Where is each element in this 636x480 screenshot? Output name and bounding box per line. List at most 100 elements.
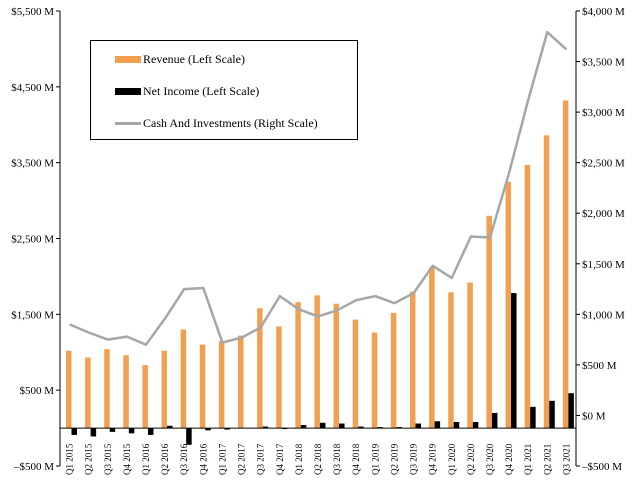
left-axis-ticks: –$500 M $500 M $1,500 M $2,500 M $3,500 M $4,… [11,6,60,473]
legend-label-cash: Cash And Investments (Right Scale) [143,115,318,130]
left-tick-label: –$500 M [13,461,54,473]
legend-swatch-revenue [115,55,141,63]
net-income-bar [358,426,364,429]
left-tick-label: $2,500 M [11,234,54,246]
x-category-label: Q3 2016 [179,443,189,475]
revenue-bar [199,344,206,429]
x-category-label: Q1 2021 [523,444,533,475]
revenue-bar [352,319,359,429]
x-category-label: Q4 2020 [504,443,514,475]
x-category-label: Q4 2019 [428,443,438,475]
revenue-bar [314,295,320,429]
revenue-bar [104,349,110,429]
net-income-bar [90,428,97,437]
net-income-bar [128,428,135,434]
revenue-bar [238,335,244,429]
legend-item-net-income: Net Income (Left Scale) [115,83,259,99]
net-income-bar [511,293,517,429]
right-tick-label: $2,500 M [582,158,625,170]
x-category-label: Q2 2016 [160,443,170,475]
legend-swatch-cash [115,121,141,125]
x-category-label: Q4 2018 [351,443,361,475]
net-income-bar [549,400,555,429]
left-tick-label: $3,500 M [11,158,54,170]
x-category-label: Q2 2020 [466,443,476,475]
net-income-bar [319,422,326,429]
net-income-bar [472,422,479,429]
revenue-bar [410,291,416,429]
right-tick-label: $3,500 M [582,57,625,69]
revenue-bar [371,332,378,429]
x-category-label: Q1 2017 [217,443,227,475]
legend-item-cash: Cash And Investments (Right Scale) [115,115,318,131]
x-category-label: Q2 2019 [389,443,399,475]
net-income-bar [415,423,421,429]
revenue-bar [524,164,531,429]
revenue-bar [562,100,569,429]
legend-label-revenue: Revenue (Left Scale) [143,51,245,66]
revenue-bar [295,302,301,429]
revenue-bar [467,282,473,429]
left-tick-label: $1,500 M [11,309,54,321]
x-category-label: Q2 2015 [84,443,94,475]
x-category-label: Q1 2018 [294,443,304,475]
left-tick-label: $5,500 M [11,6,54,18]
right-tick-label: $4,000 M [582,6,625,18]
net-income-bar [434,421,441,429]
x-category-label: Q1 2020 [447,443,457,475]
legend-item-revenue: Revenue (Left Scale) [115,51,245,67]
net-income-bar [491,412,498,429]
revenue-bar [486,215,492,429]
revenue-bar [85,357,91,429]
revenue-bar [218,340,225,429]
revenue-bar [448,292,454,429]
net-income-bar [147,428,154,435]
revenue-bar [543,135,550,429]
x-category-label: Q3 2015 [103,443,113,475]
revenue-bar [180,329,187,429]
x-category-label: Q3 2018 [332,443,342,475]
net-income-bar [167,425,173,429]
net-income-bar [71,428,77,435]
x-category-label: Q2 2021 [542,444,552,475]
x-category-label: Q3 2017 [256,443,266,475]
net-income-bar [339,423,345,429]
x-category-label: Q2 2017 [237,443,247,475]
net-income-bar [224,428,230,430]
x-category-label: Q3 2019 [409,443,419,475]
right-tick-label: $1,000 M [582,309,625,321]
net-income-bar [568,393,574,429]
cash-investments-line [69,30,568,346]
left-tick-label: $500 M [19,385,54,397]
net-income-bar [300,425,307,429]
net-income-bar [530,406,536,429]
net-income-bar [186,428,192,445]
net-income-bar [262,426,269,429]
right-tick-label: –$500 M [581,461,622,473]
right-tick-label: $2,000 M [582,208,625,220]
revenue-bar [161,350,168,429]
revenue-bar [390,312,397,429]
x-category-label: Q1 2016 [141,443,151,475]
revenue-bar [505,181,512,429]
legend-label-net-income: Net Income (Left Scale) [143,83,260,98]
revenue-bar [123,355,129,429]
x-category-label: Q1 2019 [370,443,380,475]
net-income-bar [453,422,460,429]
revenue-bar [257,308,263,429]
chart-legend: Revenue (Left Scale) Net Income (Left Sc… [90,40,358,140]
x-category-label: Q3 2021 [561,444,571,475]
right-tick-label: $1,500 M [582,259,625,271]
left-tick-label: $4,500 M [11,82,54,94]
x-category-label: Q4 2015 [122,443,132,475]
revenue-bar [429,267,435,429]
revenue-bar [142,365,148,429]
bar-layer [66,100,574,445]
line-layer [69,30,568,346]
x-axis-category-labels: Q1 2015 Q2 2015 Q3 2015 Q4 2015 Q1 2016 Q2 20… [65,443,572,475]
net-income-bar [109,428,116,432]
right-tick-label: $0 M [582,410,606,422]
x-category-label: Q4 2016 [198,443,208,475]
revenue-bar [333,303,340,429]
